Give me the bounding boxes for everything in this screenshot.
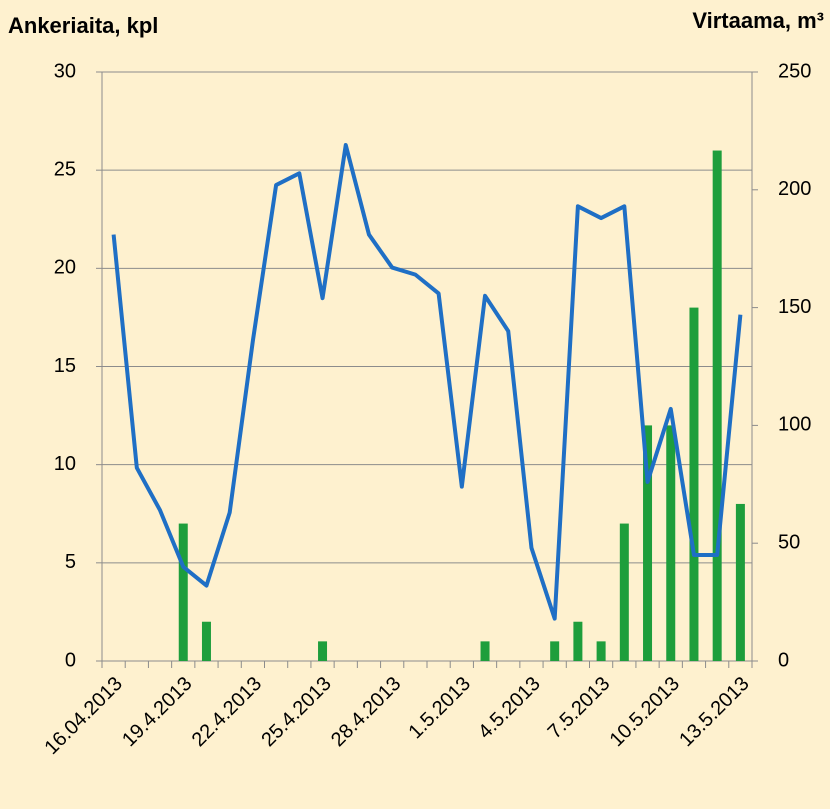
y2-axis-title: Virtaama, m³ [692, 8, 824, 33]
bar [619, 523, 629, 661]
y2-tick-label: 250 [778, 60, 811, 82]
y-tick-label: 25 [54, 158, 76, 180]
bar [318, 641, 328, 661]
y-tick-label: 15 [54, 355, 76, 377]
y2-tick-label: 100 [778, 414, 811, 436]
bar [643, 425, 653, 661]
bar [178, 523, 188, 661]
line [111, 143, 743, 621]
y-tick-label: 0 [65, 649, 76, 671]
y-tick-label: 5 [65, 551, 76, 573]
bar [596, 641, 606, 661]
bar [573, 621, 583, 661]
y-tick-label: 20 [54, 257, 76, 279]
bar [666, 425, 676, 661]
bar [550, 641, 560, 661]
y2-tick-label: 50 [778, 531, 800, 553]
y2-tick-label: 200 [778, 178, 811, 200]
bar [201, 621, 211, 661]
y-tick-label: 30 [54, 60, 76, 82]
y-axis-title: Ankeriaita, kpl [8, 13, 158, 38]
y2-tick-label: 0 [778, 649, 789, 671]
bar [480, 641, 490, 661]
bar [735, 503, 745, 661]
y2-tick-label: 150 [778, 296, 811, 318]
bar [712, 150, 722, 662]
bar [689, 307, 699, 661]
y-tick-label: 10 [54, 453, 76, 475]
